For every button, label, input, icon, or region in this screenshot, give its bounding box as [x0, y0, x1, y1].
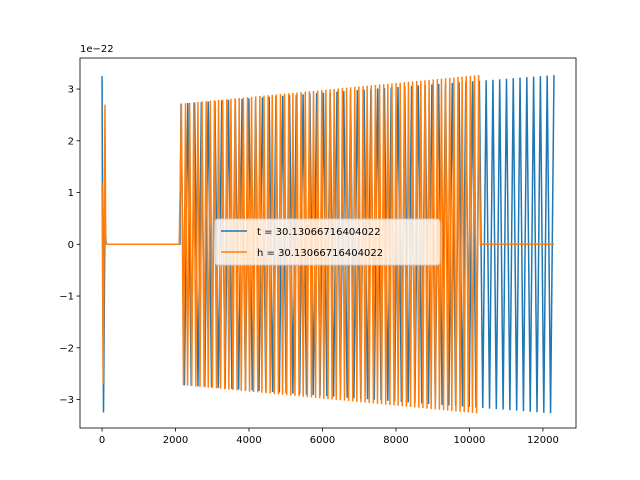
- series-line-h: [101, 75, 554, 414]
- legend-box: [214, 218, 441, 266]
- x-tick-label: 0: [99, 435, 105, 446]
- y-tick-label: −1: [59, 292, 74, 303]
- y-tick-label: 0: [68, 240, 74, 251]
- y-tick-label: 1: [68, 188, 74, 199]
- y-tick-label: −2: [59, 343, 74, 354]
- series-layer: [101, 75, 555, 414]
- x-tick-label: 2000: [163, 435, 188, 446]
- y-tick-label: 2: [68, 136, 74, 147]
- legend: t = 30.13066716404022 h = 30.13066716404…: [214, 218, 441, 266]
- y-tick-label: −3: [59, 395, 74, 406]
- x-tick-label: 8000: [383, 435, 408, 446]
- x-tick-label: 10000: [454, 435, 486, 446]
- x-tick-label: 4000: [236, 435, 261, 446]
- axis-offset-text: 1e−22: [80, 44, 114, 55]
- x-tick-label: 6000: [310, 435, 335, 446]
- y-axis: −3 −2 −1 0 1 2 3: [59, 85, 80, 406]
- legend-label-h: h = 30.13066716404022: [257, 248, 383, 259]
- axes-frame: [79, 57, 577, 429]
- y-tick-label: 3: [68, 85, 74, 96]
- plot-area: [79, 57, 577, 429]
- x-tick-label: 12000: [527, 435, 559, 446]
- x-axis: 0 2000 4000 6000 8000 10000 12000: [99, 428, 559, 446]
- legend-label-t: t = 30.13066716404022: [257, 227, 381, 238]
- series-line-t: [101, 75, 555, 414]
